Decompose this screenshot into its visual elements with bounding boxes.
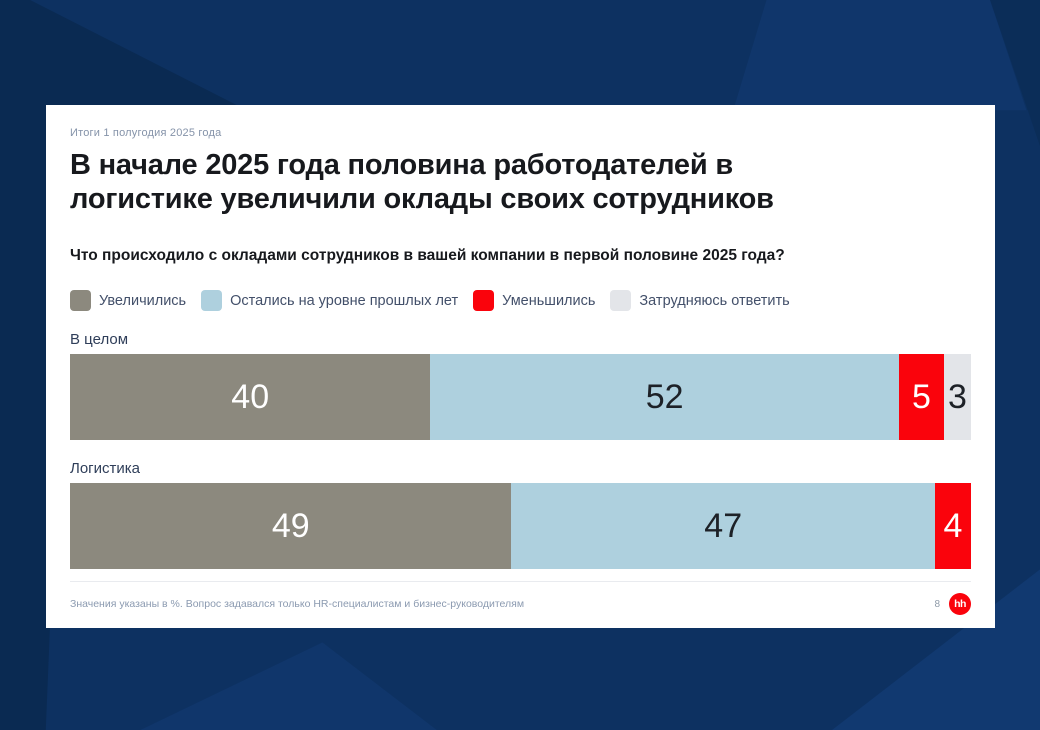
bar-segment: 49 (70, 483, 512, 569)
legend: Увеличились Остались на уровне прошлых ле… (70, 290, 971, 311)
legend-swatch-icon (201, 290, 223, 311)
bar-segment: 4 (934, 483, 971, 569)
footer-divider (70, 581, 971, 582)
survey-question: Что происходило с окладами сотрудников в… (70, 247, 785, 264)
stacked-bar: 49 47 4 (70, 483, 971, 569)
bar-segment: 52 (430, 354, 899, 440)
bars: В целом 40 52 5 3 Логистика 49 47 4 (70, 331, 971, 569)
report-kicker: Итоги 1 полугодия 2025 года (70, 127, 222, 139)
slide-title: В начале 2025 года половина работодателе… (70, 148, 971, 216)
bar-segment: 3 (943, 354, 971, 440)
bar-category-label: Логистика (70, 460, 141, 477)
legend-swatch-icon (610, 290, 632, 311)
legend-label: Остались на уровне прошлых лет (230, 292, 459, 309)
legend-label: Уменьшились (502, 292, 596, 309)
bar-row: Логистика 49 47 4 (70, 460, 971, 569)
bar-segment: 5 (898, 354, 944, 440)
card-footer: Значения указаны в %. Вопрос задавался т… (70, 593, 971, 615)
legend-swatch-icon (473, 290, 495, 311)
legend-item: Затрудняюсь ответить (610, 290, 790, 311)
slide-title-line-1: В начале 2025 года половина работодателе… (70, 149, 733, 181)
page-number: 8 (934, 598, 940, 610)
legend-label: Увеличились (99, 292, 187, 309)
footer-right: 8 hh (934, 593, 971, 615)
legend-swatch-icon (70, 290, 91, 311)
legend-item: Увеличились (70, 290, 186, 311)
bar-row: В целом 40 52 5 3 (70, 331, 971, 440)
legend-label: Затрудняюсь ответить (639, 292, 790, 309)
slide-card: Итоги 1 полугодия 2025 года В начале 202… (46, 105, 995, 628)
bar-segment: 47 (511, 483, 935, 569)
bar-category-label: В целом (70, 331, 129, 348)
stacked-bar: 40 52 5 3 (70, 354, 971, 440)
legend-item: Уменьшились (473, 290, 595, 311)
bar-segment: 40 (70, 354, 431, 440)
hh-logo-icon: hh (949, 593, 971, 615)
footnote: Значения указаны в %. Вопрос задавался т… (70, 598, 525, 610)
legend-item: Остались на уровне прошлых лет (201, 290, 458, 311)
slide-title-line-2: логистике увеличили оклады своих сотрудн… (70, 183, 774, 215)
